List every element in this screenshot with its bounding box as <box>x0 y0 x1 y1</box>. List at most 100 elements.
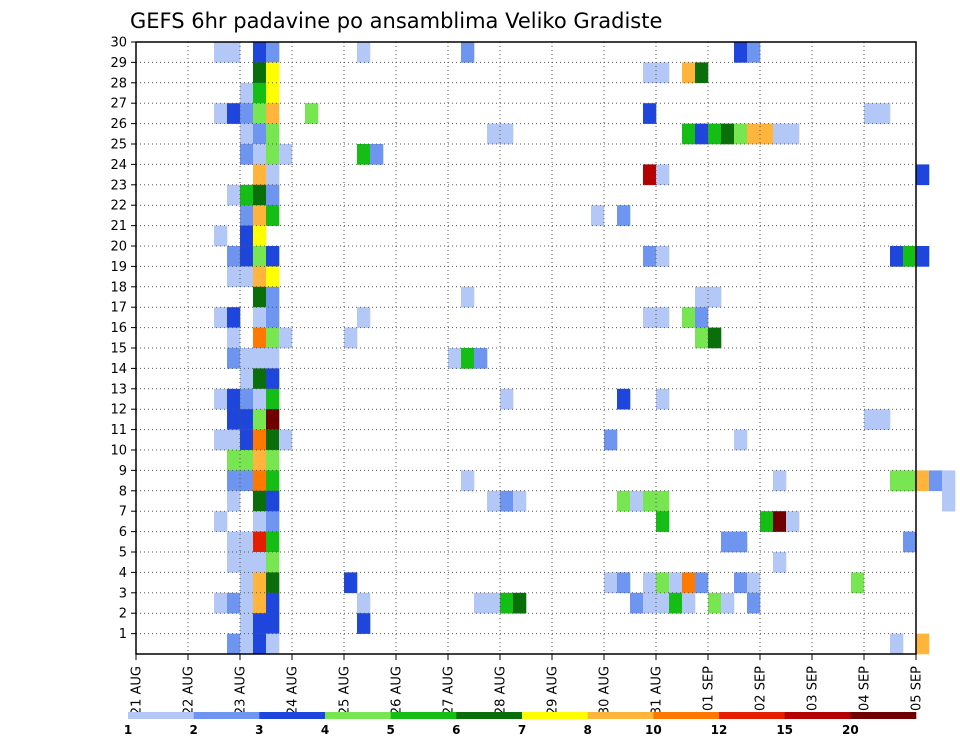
heatmap-cell <box>721 531 735 553</box>
heatmap-cell <box>695 327 709 349</box>
heatmap-cell <box>253 144 267 165</box>
y-tick-label: 18 <box>110 280 127 295</box>
heatmap-cell <box>266 429 280 451</box>
heatmap-cells <box>214 42 956 655</box>
heatmap-cell <box>227 592 241 614</box>
heatmap-cell <box>656 388 670 410</box>
heatmap-cell <box>747 572 761 594</box>
heatmap-cell <box>240 246 254 267</box>
heatmap-cell <box>669 572 683 594</box>
legend-label: 4 <box>321 723 329 737</box>
heatmap-cell <box>747 42 761 63</box>
heatmap-cell <box>266 103 280 124</box>
heatmap-cell <box>487 592 501 614</box>
legend-label: 10 <box>645 723 662 737</box>
y-tick-label: 4 <box>119 566 127 581</box>
heatmap-cell <box>357 307 371 328</box>
heatmap-cell <box>942 470 956 492</box>
heatmap-cell <box>253 266 267 288</box>
heatmap-cell <box>357 144 371 165</box>
x-tick-label: 27 AUG <box>442 666 457 715</box>
heatmap-cell <box>513 490 527 512</box>
heatmap-cell <box>253 327 267 349</box>
legend-swatch <box>587 712 654 719</box>
heatmap-cell <box>370 144 384 165</box>
heatmap-cell <box>253 409 267 430</box>
heatmap-cell <box>266 327 280 349</box>
heatmap-cell <box>266 82 280 104</box>
heatmap-cell <box>227 42 241 63</box>
heatmap-cell <box>240 388 254 410</box>
heatmap-cell <box>266 123 280 145</box>
heatmap-cell <box>266 62 280 84</box>
heatmap-cell <box>682 123 696 145</box>
heatmap-cell <box>643 572 657 594</box>
heatmap-cell <box>240 266 254 288</box>
heatmap-cell <box>695 572 709 594</box>
legend-label: 3 <box>255 723 263 737</box>
y-tick-label: 14 <box>110 362 127 377</box>
heatmap-cell <box>773 552 787 573</box>
heatmap-cell <box>253 470 267 492</box>
heatmap-cell <box>214 42 228 63</box>
heatmap-cell <box>500 490 514 512</box>
y-tick-label: 20 <box>110 240 127 255</box>
heatmap-cell <box>708 592 722 614</box>
heatmap-cell <box>227 429 241 451</box>
heatmap-cell <box>253 572 267 594</box>
heatmap-cell <box>760 123 774 145</box>
legend-swatch <box>193 712 260 719</box>
heatmap-cell <box>240 82 254 104</box>
heatmap-cell <box>617 388 631 410</box>
heatmap-cell <box>266 246 280 267</box>
heatmap-cell <box>604 572 618 594</box>
heatmap-cell <box>253 82 267 104</box>
heatmap-cell <box>760 511 774 532</box>
heatmap-cell <box>604 429 618 451</box>
heatmap-cell <box>344 572 358 594</box>
y-tick-label: 3 <box>119 586 127 601</box>
heatmap-cell <box>253 103 267 124</box>
heatmap-cell <box>448 348 462 369</box>
heatmap-cell <box>682 592 696 614</box>
heatmap-cell <box>266 144 280 165</box>
heatmap-cell <box>266 572 280 594</box>
heatmap-cell <box>266 42 280 63</box>
heatmap-cell <box>227 552 241 573</box>
heatmap-cell <box>253 511 267 532</box>
heatmap-cell <box>227 531 241 553</box>
y-tick-label: 24 <box>110 158 127 173</box>
heatmap-cell <box>877 103 891 124</box>
heatmap-cell <box>253 184 267 206</box>
heatmap-cell <box>357 592 371 614</box>
heatmap-cell <box>253 592 267 614</box>
heatmap-cell <box>279 429 293 451</box>
x-tick-label: 23 AUG <box>234 666 249 715</box>
heatmap-cell <box>890 246 904 267</box>
heatmap-cell <box>890 470 904 492</box>
x-tick-label: 31 AUG <box>650 666 665 715</box>
y-tick-label: 9 <box>119 464 127 479</box>
heatmap-cell <box>214 103 228 124</box>
y-tick-label: 23 <box>110 178 127 193</box>
y-tick-label: 28 <box>110 76 127 91</box>
heatmap-cell <box>916 470 930 492</box>
heatmap-cell <box>682 572 696 594</box>
legend-swatch <box>719 712 785 719</box>
heatmap-cell <box>734 531 748 553</box>
heatmap-cell <box>630 490 644 512</box>
heatmap-cell <box>266 205 280 226</box>
heatmap-cell <box>656 62 670 84</box>
legend-swatch <box>325 712 391 719</box>
heatmap-cell <box>279 327 293 349</box>
y-tick-label: 2 <box>119 607 127 622</box>
x-axis: 21 AUG 22 AUG 23 AUG 24 AUG 25 AUG 26 AUG 27 A… <box>130 654 925 715</box>
heatmap-cell <box>851 572 865 594</box>
y-tick-label: 19 <box>110 260 127 275</box>
legend-swatch <box>522 712 588 719</box>
heatmap-cell <box>253 613 267 634</box>
heatmap-cell <box>643 62 657 84</box>
heatmap-cell <box>240 429 254 451</box>
heatmap-cell <box>253 368 267 390</box>
heatmap-cell <box>734 123 748 145</box>
